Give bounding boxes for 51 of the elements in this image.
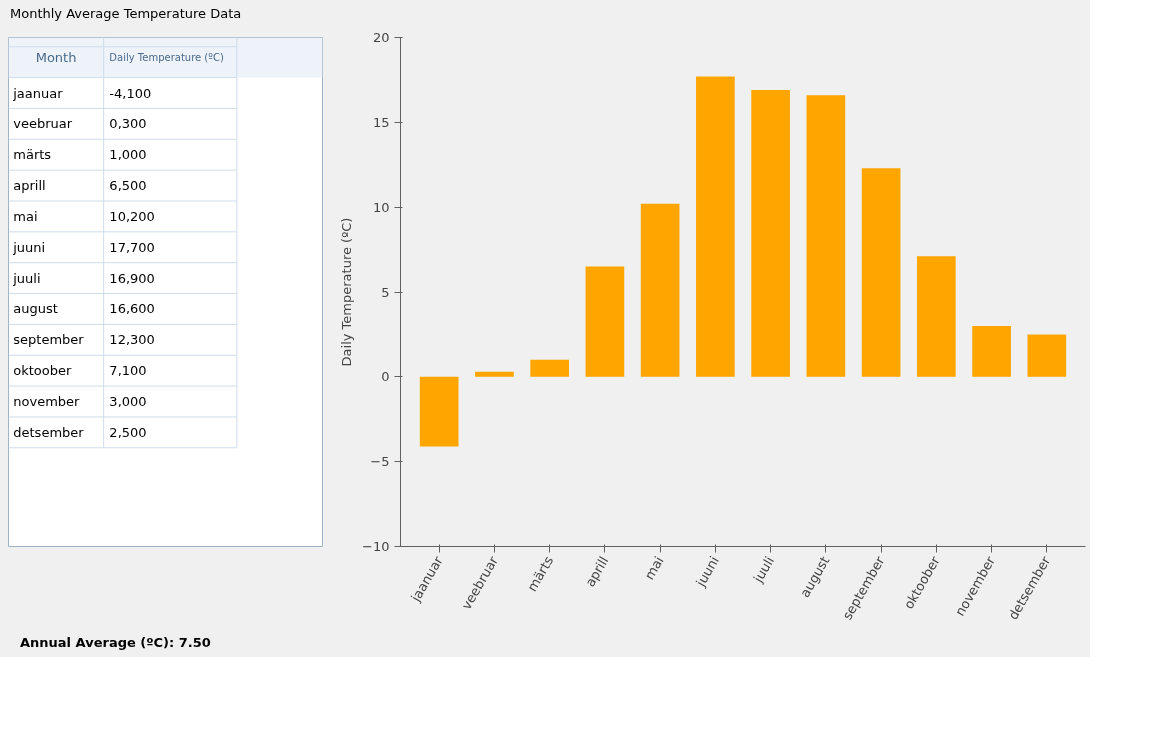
bar (751, 89, 790, 377)
text: 1,000 (109, 146, 147, 162)
text: märts (13, 146, 52, 162)
y-tick-label: 20 (372, 29, 390, 45)
text: aprill (13, 177, 46, 193)
text: 2,500 (109, 424, 147, 440)
bar (530, 359, 569, 377)
text: 12,300 (109, 331, 155, 347)
bar (696, 76, 735, 377)
y-tick-label: 5 (381, 284, 390, 300)
y-tick-label: 10 (372, 199, 390, 215)
y-tick-label: 0 (381, 368, 390, 384)
text: Month (35, 49, 77, 65)
bar (861, 167, 901, 377)
bar (1027, 333, 1067, 377)
x-tick-label: juuli (750, 553, 778, 586)
text: Monthly Average Temperature Data (10, 5, 242, 23)
bar (475, 371, 514, 377)
bar (917, 255, 956, 377)
y-tick-label: 15 (372, 114, 390, 130)
y-axis-title: Daily Temperature (ºC) (339, 217, 355, 366)
bar (806, 94, 846, 377)
bar (972, 325, 1011, 377)
text: 0,300 (109, 115, 147, 131)
text: -4,100 (109, 85, 152, 101)
text: 10,200 (109, 208, 155, 224)
y-tick-label: −10 (362, 538, 390, 554)
bar (419, 376, 459, 446)
text: mai (13, 208, 38, 224)
x-tick-label: mai (641, 553, 667, 582)
text: veebruar (13, 115, 73, 131)
x-tick-label: aprill (582, 553, 612, 589)
text: november (13, 393, 81, 409)
text: 6,500 (109, 177, 147, 193)
text: Annual Average (ºC): 7.50 (20, 634, 211, 650)
text: 17,700 (109, 239, 155, 255)
text: 16,900 (109, 270, 155, 286)
text: 3,000 (109, 393, 147, 409)
bar (585, 266, 625, 377)
y-tick-label: −5 (370, 453, 390, 469)
text: detsember (13, 424, 85, 440)
text: 7,100 (109, 362, 147, 378)
text: juuni (12, 239, 46, 255)
text: jaanuar (12, 85, 64, 101)
bar (640, 203, 680, 377)
text: september (13, 331, 85, 347)
text: juuli (12, 270, 41, 286)
text: august (13, 301, 58, 317)
text: Daily Temperature (ºC) (109, 51, 224, 63)
text: 16,600 (109, 301, 155, 317)
text: oktoober (13, 362, 72, 378)
